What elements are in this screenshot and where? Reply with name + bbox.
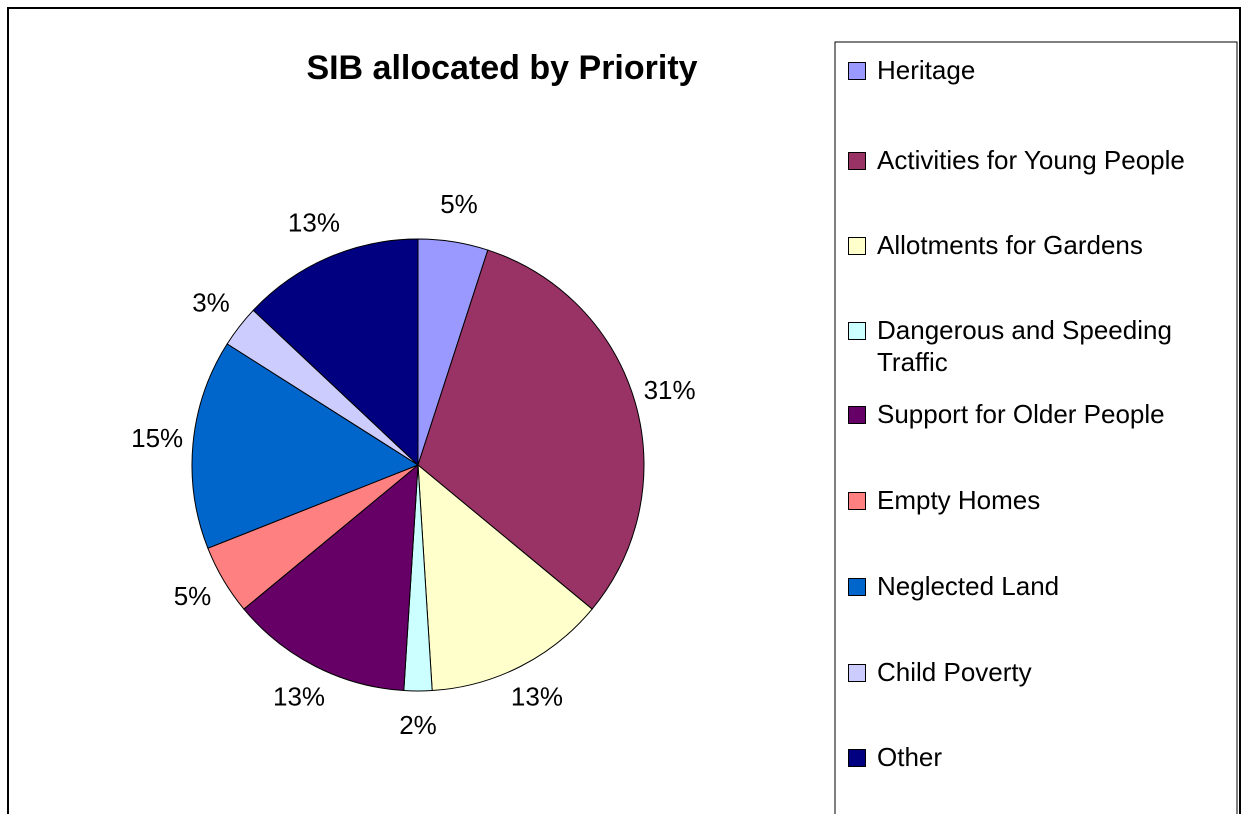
legend-label: Activities for Young People	[877, 145, 1185, 175]
legend-swatch	[848, 152, 866, 170]
legend-item: Neglected Land	[848, 570, 1225, 602]
chart-frame	[7, 7, 1241, 814]
legend-swatch	[848, 578, 866, 596]
legend-label: Heritage	[877, 55, 976, 85]
data-label: 13%	[511, 681, 563, 711]
legend-item: Allotments for Gardens	[848, 229, 1225, 261]
legend-swatch	[848, 492, 866, 510]
legend-swatch	[848, 62, 866, 80]
chart-title: SIB allocated by Priority	[306, 49, 697, 87]
legend-item: Heritage	[848, 54, 1225, 86]
data-label: 13%	[288, 207, 340, 237]
data-label: 31%	[644, 375, 696, 405]
data-label: 5%	[174, 581, 212, 611]
legend-item: Empty Homes	[848, 484, 1225, 516]
legend-swatch	[848, 322, 866, 340]
legend-label: Neglected Land	[877, 571, 1060, 601]
data-label: 3%	[192, 287, 230, 317]
data-label: 5%	[440, 189, 478, 219]
data-label: 13%	[273, 681, 325, 711]
legend-label: Dangerous and Speeding Traffic	[877, 315, 1172, 377]
data-label: 2%	[399, 710, 437, 740]
legend-item: Support for Older People	[848, 398, 1225, 430]
legend-swatch	[848, 664, 866, 682]
legend-label: Empty Homes	[877, 485, 1041, 515]
legend-swatch	[848, 237, 866, 255]
legend-frame	[834, 41, 1238, 814]
pie-slice	[243, 463, 419, 692]
legend-label: Other	[877, 742, 943, 772]
legend-item: Other	[848, 741, 1225, 773]
legend-label: Child Poverty	[877, 657, 1032, 687]
legend-label: Support for Older People	[877, 399, 1165, 429]
pie-slice	[191, 343, 420, 549]
legend-swatch	[848, 406, 866, 424]
pie-slice	[417, 249, 645, 610]
pie-slice	[417, 463, 593, 692]
legend-item: Child Poverty	[848, 656, 1225, 688]
pie-slice	[252, 238, 419, 467]
legend-swatch	[848, 749, 866, 767]
data-label: 15%	[131, 423, 183, 453]
legend-label: Allotments for Gardens	[877, 230, 1143, 260]
legend-item: Activities for Young People	[848, 144, 1225, 176]
legend-item: Dangerous and Speeding Traffic	[848, 314, 1225, 378]
